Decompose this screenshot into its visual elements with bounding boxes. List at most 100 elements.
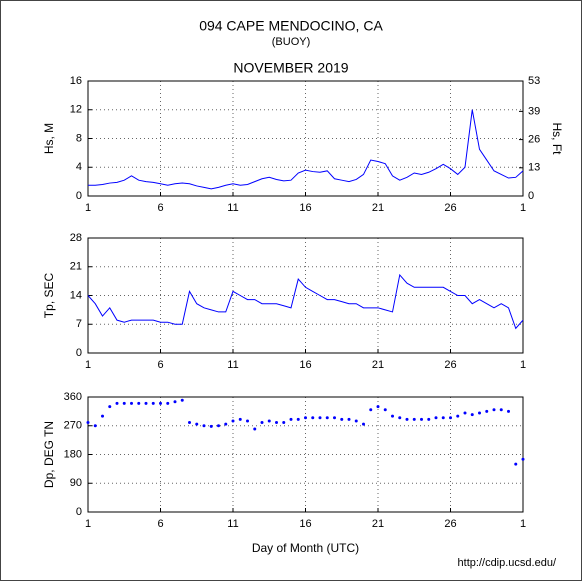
y-tick-label: 14: [70, 289, 82, 301]
point: [405, 417, 409, 421]
x-tick-label: 16: [299, 359, 311, 371]
point: [420, 417, 423, 421]
x-tick-label: 1: [85, 202, 91, 214]
point: [304, 416, 307, 420]
y-tick-label: 12: [70, 104, 82, 116]
y-axis-label: Hs, M: [42, 123, 56, 154]
subtitle: (BUOY): [272, 36, 311, 48]
point: [151, 401, 155, 405]
point: [282, 421, 286, 425]
point: [383, 408, 387, 412]
x-tick-label: 1: [520, 202, 526, 214]
point: [195, 422, 199, 426]
y2-tick-label: 39: [528, 105, 540, 117]
x-tick-label: 1: [520, 518, 526, 530]
y-tick-label: 90: [70, 477, 82, 489]
y-tick-label: 360: [64, 391, 82, 403]
x-axis-label: Day of Month (UTC): [252, 541, 359, 555]
period: NOVEMBER 2019: [233, 60, 348, 76]
point: [463, 411, 467, 415]
point: [180, 398, 184, 402]
y-tick-label: 4: [76, 161, 82, 173]
plot-frame: [87, 80, 524, 197]
point: [115, 401, 119, 405]
point: [253, 427, 257, 431]
y-axis-label: Dp, DEG TN: [42, 421, 56, 488]
y-tick-label: 0: [76, 347, 82, 359]
point: [398, 416, 402, 420]
point: [122, 401, 126, 405]
y-tick-label: 180: [64, 448, 82, 460]
y-tick-label: 21: [70, 261, 82, 273]
point: [434, 416, 438, 420]
point: [441, 416, 445, 420]
point: [217, 424, 220, 428]
point: [492, 408, 496, 412]
x-tick-label: 26: [444, 202, 456, 214]
point: [514, 462, 518, 466]
x-tick-label: 21: [372, 359, 384, 371]
point: [188, 421, 191, 425]
x-tick-label: 11: [227, 359, 238, 371]
plot-frame: [87, 396, 524, 513]
point: [521, 457, 525, 461]
point: [130, 401, 133, 405]
point: [456, 414, 460, 418]
x-tick-label: 21: [372, 202, 384, 214]
point: [427, 417, 431, 421]
point: [289, 417, 293, 421]
point: [159, 401, 162, 405]
point: [209, 424, 213, 428]
x-tick-label: 1: [520, 359, 526, 371]
point: [347, 417, 351, 421]
x-tick-label: 16: [299, 202, 311, 214]
point: [267, 419, 271, 423]
point: [376, 405, 380, 409]
url: http://cdip.ucsd.edu/: [458, 557, 557, 569]
point: [86, 421, 90, 425]
x-tick-label: 6: [157, 202, 163, 214]
point: [166, 401, 170, 405]
y-tick-label: 16: [70, 75, 82, 87]
y2-tick-label: 53: [528, 75, 540, 87]
point: [325, 416, 329, 420]
point: [224, 422, 228, 426]
point: [485, 409, 489, 413]
point: [231, 419, 235, 423]
y-tick-label: 270: [64, 420, 82, 432]
point: [311, 416, 315, 420]
point: [391, 414, 394, 418]
point: [362, 422, 365, 426]
y-axis-label: Tp, SEC: [42, 273, 56, 319]
x-tick-label: 11: [227, 202, 238, 214]
y2-tick-label: 0: [528, 190, 534, 202]
point: [93, 424, 97, 428]
point: [260, 421, 264, 425]
point: [137, 401, 141, 405]
title: 094 CAPE MENDOCINO, CA: [199, 18, 383, 34]
point: [478, 411, 481, 415]
point: [507, 409, 510, 413]
point: [499, 408, 503, 412]
point: [333, 416, 336, 420]
series-line: [88, 109, 524, 190]
y2-tick-label: 13: [528, 162, 540, 174]
y-tick-label: 28: [70, 232, 82, 244]
x-tick-label: 26: [444, 518, 456, 530]
x-tick-label: 16: [299, 518, 311, 530]
x-tick-label: 6: [157, 518, 163, 530]
point: [470, 413, 474, 417]
x-tick-label: 21: [372, 518, 384, 530]
point: [449, 416, 452, 420]
point: [296, 417, 300, 421]
x-tick-label: 1: [85, 518, 91, 530]
y-tick-label: 7: [76, 318, 82, 330]
point: [101, 414, 104, 418]
y2-axis-label: Hs, Ft: [550, 123, 564, 156]
point: [108, 405, 112, 409]
point: [412, 417, 416, 421]
point: [173, 400, 177, 404]
point: [318, 416, 322, 420]
